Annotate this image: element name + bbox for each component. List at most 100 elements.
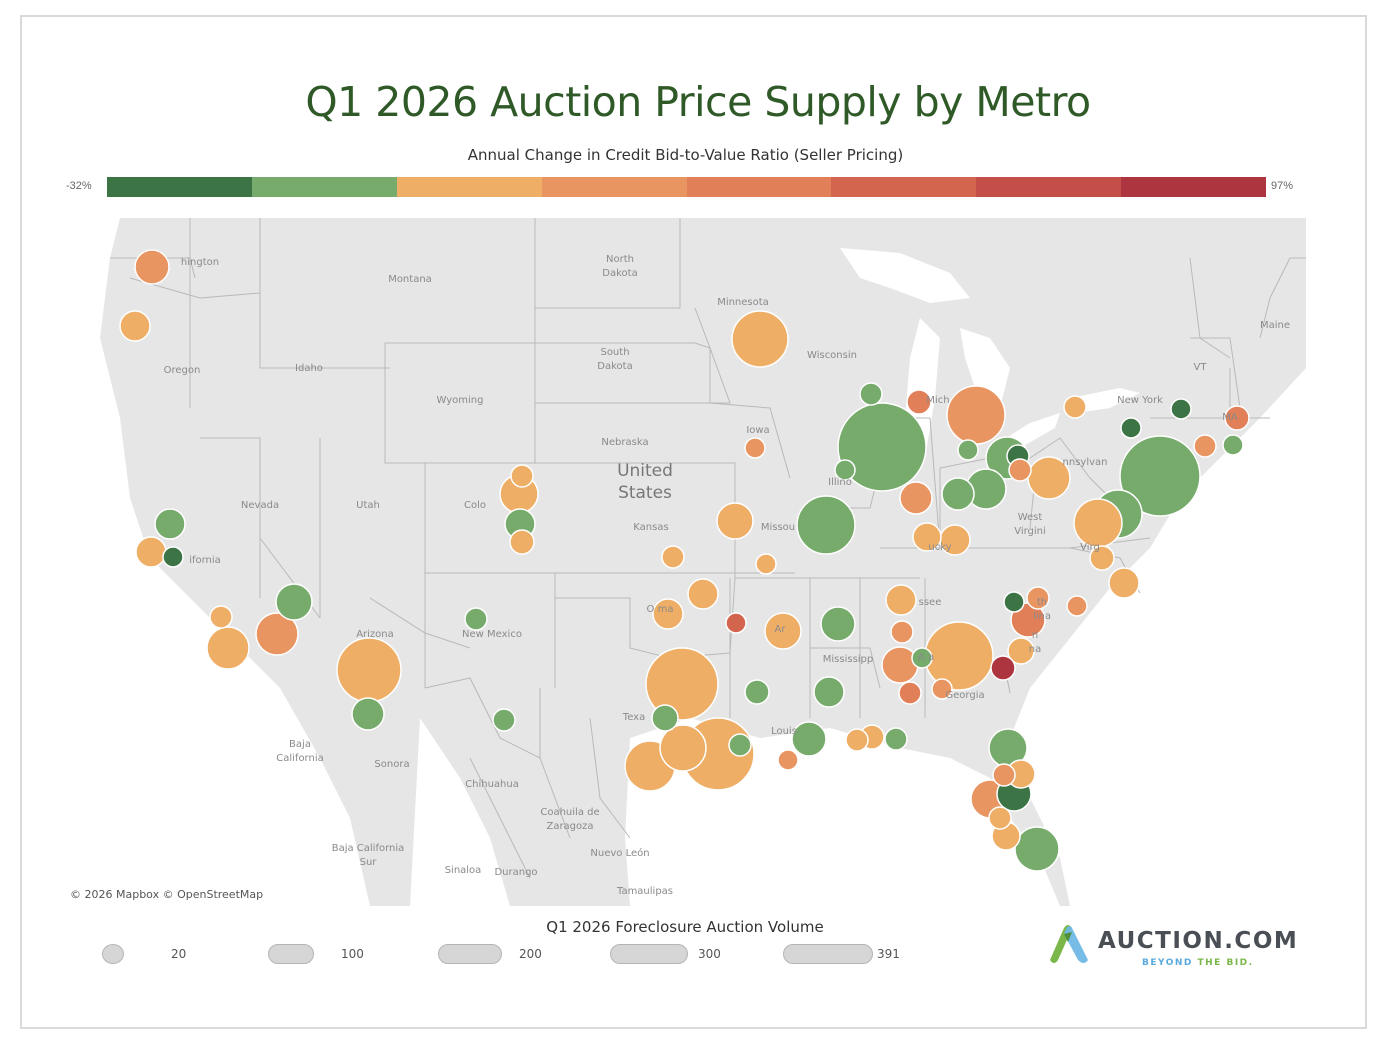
size-legend-value: 20 <box>171 947 187 961</box>
state-border <box>200 437 261 598</box>
auction-com-logo: AUCTION.COM BEYOND THE BID. <box>1044 920 1306 970</box>
metro-bubble[interactable] <box>1007 637 1035 665</box>
metro-bubble[interactable] <box>652 598 684 630</box>
metro-bubble[interactable] <box>464 607 488 631</box>
metro-bubble[interactable] <box>510 464 534 488</box>
metro-bubble[interactable] <box>906 389 932 415</box>
metro-bubble[interactable] <box>890 620 914 644</box>
metro-bubble[interactable] <box>255 612 299 656</box>
metro-bubble[interactable] <box>687 578 719 610</box>
metro-bubble[interactable] <box>162 546 184 568</box>
metro-bubble[interactable] <box>661 545 685 569</box>
size-legend-item: 20 <box>0 944 1000 966</box>
metro-bubble[interactable] <box>1089 545 1115 571</box>
metro-bubble[interactable] <box>206 626 250 670</box>
size-legend-circle-icon <box>102 944 124 964</box>
map-region-label: Ar <box>774 624 786 635</box>
metro-bubble[interactable] <box>645 647 719 721</box>
metro-bubble[interactable] <box>957 439 979 461</box>
map-region-label: Utah <box>356 500 380 511</box>
map-region-label: ssee <box>918 597 942 608</box>
map-region-label: South Dakota <box>597 347 633 372</box>
metro-bubble[interactable] <box>1170 398 1192 420</box>
map-region-label: n na <box>1028 630 1042 655</box>
metro-bubble[interactable] <box>1120 417 1142 439</box>
atlantic-ocean <box>1010 278 1306 906</box>
metro-bubble[interactable] <box>1014 826 1060 872</box>
map-canvas[interactable] <box>70 218 1306 906</box>
metro-bubble[interactable] <box>154 508 186 540</box>
metro-bubble[interactable] <box>731 310 789 368</box>
metro-bubble[interactable] <box>1108 567 1140 599</box>
metro-bubble[interactable] <box>845 728 869 752</box>
metro-bubble[interactable] <box>716 502 754 540</box>
metro-bubble[interactable] <box>988 806 1012 830</box>
metro-bubble[interactable] <box>728 733 752 757</box>
metro-bubble[interactable] <box>744 679 770 705</box>
map-region-label: Baja California <box>276 739 324 764</box>
map-region-label: Chihuahua <box>465 779 519 790</box>
metro-bubble[interactable] <box>351 697 385 731</box>
metro-bubble[interactable] <box>911 647 933 669</box>
metro-bubble[interactable] <box>1063 395 1087 419</box>
metro-bubble[interactable] <box>777 749 799 771</box>
metro-bubble[interactable] <box>1026 586 1050 610</box>
metro-bubble[interactable] <box>492 708 516 732</box>
metro-bubble[interactable] <box>651 704 679 732</box>
metro-bubble[interactable] <box>899 481 933 515</box>
color-scale-segment <box>1121 177 1266 197</box>
metro-bubble[interactable] <box>725 612 747 634</box>
color-scale-segment <box>541 177 687 197</box>
metro-bubble[interactable] <box>336 637 402 703</box>
gulf-of-california <box>410 718 510 906</box>
metro-bubble[interactable] <box>813 676 845 708</box>
map-region-label: Mich <box>926 395 950 406</box>
metro-bubble[interactable] <box>755 553 777 575</box>
metro-bubble[interactable] <box>134 249 170 285</box>
metro-bubble[interactable] <box>659 724 707 772</box>
metro-bubble[interactable] <box>884 727 908 751</box>
metro-bubble[interactable] <box>912 522 942 552</box>
logo-wordmark: AUCTION.COM <box>1098 928 1299 954</box>
state-border <box>535 218 681 309</box>
size-legend-item: 200 <box>0 944 1000 966</box>
color-scale-segment <box>251 177 397 197</box>
map-region-label: Virg <box>1080 542 1100 553</box>
metro-bubble[interactable] <box>1066 595 1088 617</box>
metro-bubble[interactable] <box>992 763 1016 787</box>
metro-bubble[interactable] <box>796 495 856 555</box>
metro-bubble[interactable] <box>820 606 856 642</box>
metro-bubble[interactable] <box>209 605 233 629</box>
metro-bubble[interactable] <box>1224 405 1250 431</box>
metro-bubble[interactable] <box>834 459 856 481</box>
metro-bubble[interactable] <box>885 584 917 616</box>
metro-bubble[interactable] <box>1193 434 1217 458</box>
map-region-label: Coahuila de Zaragoza <box>540 807 600 832</box>
metro-bubble[interactable] <box>509 529 535 555</box>
pacific-ocean <box>70 218 370 906</box>
lake-superior <box>840 248 970 303</box>
size-legend-value: 200 <box>519 947 542 961</box>
metro-bubble[interactable] <box>1222 434 1244 456</box>
metro-bubble[interactable] <box>1003 591 1025 613</box>
metro-bubble[interactable] <box>898 681 922 705</box>
metro-map[interactable]: hington Montana North Dakota Minnesota Maine… <box>70 218 1306 906</box>
metro-bubble[interactable] <box>837 402 927 492</box>
color-scale-bar <box>107 177 1266 197</box>
country-label: United States <box>617 461 673 503</box>
metro-bubble[interactable] <box>119 310 151 342</box>
state-border <box>369 597 471 649</box>
metro-bubble[interactable] <box>931 678 953 700</box>
size-legend-value: 100 <box>341 947 364 961</box>
metro-bubble[interactable] <box>275 583 313 621</box>
metro-bubble[interactable] <box>1008 458 1032 482</box>
metro-bubble[interactable] <box>1119 435 1201 517</box>
metro-bubble[interactable] <box>744 437 766 459</box>
metro-bubble[interactable] <box>791 721 827 757</box>
metro-bubble[interactable] <box>859 382 883 406</box>
metro-bubble[interactable] <box>990 655 1016 681</box>
metro-bubble[interactable] <box>764 612 802 650</box>
state-border <box>384 343 595 464</box>
state-border <box>189 257 196 279</box>
metro-bubble[interactable] <box>941 477 975 511</box>
